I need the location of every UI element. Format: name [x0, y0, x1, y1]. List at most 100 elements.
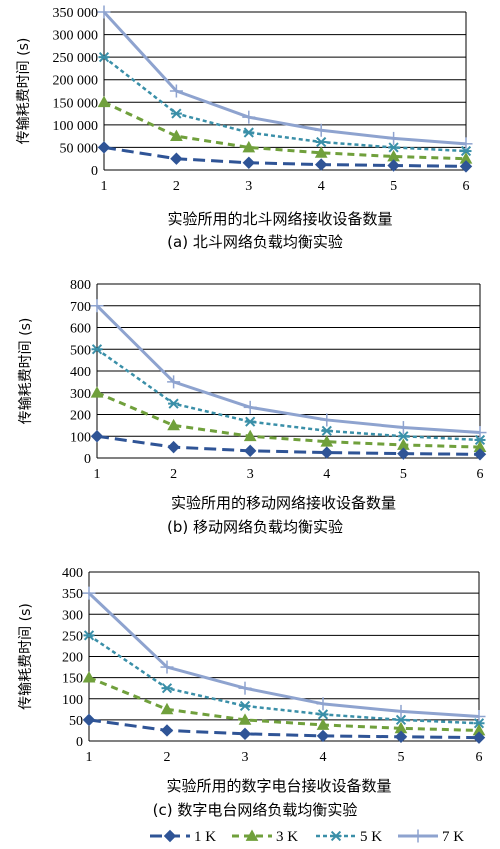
data-point-3k	[243, 429, 257, 442]
data-point-7k	[473, 426, 487, 440]
data-point-7k	[82, 586, 96, 600]
y-tick-label: 300 000	[53, 29, 99, 44]
data-point-5k	[161, 683, 173, 694]
data-point-1k	[82, 713, 96, 727]
series-line-5k	[88, 634, 480, 725]
data-point-5k	[395, 714, 407, 725]
data-point-1k	[242, 156, 256, 169]
data-point-1k	[387, 159, 400, 172]
data-point-1k	[320, 446, 334, 459]
data-point-5k	[460, 145, 472, 157]
data-point-3k	[170, 129, 183, 142]
data-point-1k	[238, 727, 252, 741]
data-point-3k	[314, 146, 328, 158]
data-point-1k	[160, 724, 174, 737]
legend-item-7k: 7 K	[398, 829, 464, 845]
x-tick-label: 2	[170, 467, 177, 482]
legend-marker-icon	[163, 829, 177, 843]
x-tick-label: 1	[86, 750, 93, 765]
x-tick-label: 2	[164, 750, 171, 765]
data-point-5k	[473, 718, 485, 729]
y-tick-label: 0	[76, 735, 83, 750]
data-point-5k	[397, 431, 409, 442]
data-point-7k	[90, 299, 104, 313]
data-point-3k	[82, 671, 96, 683]
data-point-7k	[97, 5, 111, 19]
series-line-3k	[96, 391, 481, 449]
data-point-7k	[167, 375, 181, 389]
legend-item-1k: 1 K	[150, 829, 216, 845]
x-tick-label: 3	[245, 179, 252, 194]
y-tick-label: 50 000	[60, 141, 99, 156]
series-line-7k	[95, 304, 481, 435]
y-tick-label: 100 000	[53, 119, 99, 134]
y-tick-label: 200	[62, 651, 83, 666]
data-point-5k	[315, 136, 327, 148]
data-point-5k	[321, 425, 333, 436]
legend-label: 7 K	[442, 829, 464, 845]
chart-3: 0 50 100 150 200 250 300 350 400 1 2 3 4 5 6 实验所用的数字电台接…	[18, 566, 486, 819]
legend-item-3k: 3 K	[232, 829, 298, 845]
data-point-1k	[170, 152, 183, 165]
chart-caption: (b) 移动网络负载均衡实验	[167, 518, 343, 536]
y-tick-label: 250 000	[53, 51, 99, 66]
data-point-7k	[314, 123, 328, 137]
data-point-3k	[167, 418, 180, 431]
data-point-5k	[168, 398, 180, 409]
legend-marker-icon	[411, 829, 425, 843]
x-tick-label: 5	[398, 750, 405, 765]
y-tick-label: 500	[70, 343, 91, 358]
data-point-1k	[472, 731, 486, 744]
data-point-3k	[97, 95, 111, 108]
y-tick-label: 250	[62, 629, 83, 644]
y-axis-label: 传输耗费时间 (s)	[18, 318, 34, 425]
series-line-5k	[96, 348, 481, 442]
y-axis-label: 传输耗费时间 (s)	[18, 603, 34, 710]
x-tick-label: 4	[320, 750, 327, 765]
data-point-7k	[238, 681, 252, 695]
data-point-7k	[243, 400, 257, 414]
chart-1: 0 50 000 100 000 150 000 200 000 250 000 300 0…	[16, 5, 473, 251]
y-tick-label: 300	[62, 608, 83, 623]
y-tick-label: 800	[70, 278, 91, 293]
legend: 1 K 3 K 5 K 7 K	[150, 829, 464, 845]
y-tick-label: 0	[91, 164, 98, 179]
y-tick-label: 100	[62, 693, 83, 708]
x-tick-label: 3	[242, 750, 249, 765]
chart-2: 0 100 200 300 400 500 600 700 800 1 2 3 4 5 6 实验所用的移动网络…	[18, 278, 487, 536]
y-tick-label: 100	[70, 430, 91, 445]
data-point-1k	[167, 440, 180, 454]
data-point-1k	[473, 448, 487, 461]
legend-marker-icon	[245, 829, 259, 841]
series-line-7k	[102, 10, 467, 146]
x-tick-label: 5	[390, 179, 397, 194]
series-line-7k	[87, 592, 480, 718]
x-axis-label: 实验所用的移动网络接收设备数量	[171, 494, 396, 512]
data-point-5k	[83, 630, 95, 641]
series-line-1k	[96, 434, 481, 456]
legend-label: 1 K	[194, 829, 216, 845]
x-axis-label: 实验所用的数字电台接收设备数量	[166, 777, 391, 795]
x-tick-label: 6	[477, 467, 484, 482]
data-point-5k	[170, 108, 182, 119]
chart-caption: (a) 北斗网络负载均衡实验	[167, 233, 343, 251]
data-point-5k	[243, 127, 255, 138]
x-tick-label: 4	[323, 467, 330, 482]
data-point-7k	[320, 413, 334, 427]
data-point-5k	[317, 709, 329, 720]
y-tick-label: 350	[62, 587, 83, 602]
data-point-5k	[98, 52, 110, 63]
y-tick-label: 200 000	[53, 74, 99, 89]
x-tick-label: 6	[463, 179, 470, 194]
data-point-3k	[320, 435, 334, 447]
x-tick-label: 2	[173, 179, 180, 194]
chart-caption: (c) 数字电台网络负载均衡实验	[153, 801, 358, 819]
data-point-3k	[90, 386, 104, 398]
legend-label: 3 K	[276, 829, 298, 845]
data-point-1k	[97, 141, 111, 154]
series-line-1k	[88, 718, 480, 740]
x-tick-label: 6	[476, 750, 483, 765]
data-point-1k	[90, 430, 104, 443]
data-point-5k	[239, 700, 251, 712]
